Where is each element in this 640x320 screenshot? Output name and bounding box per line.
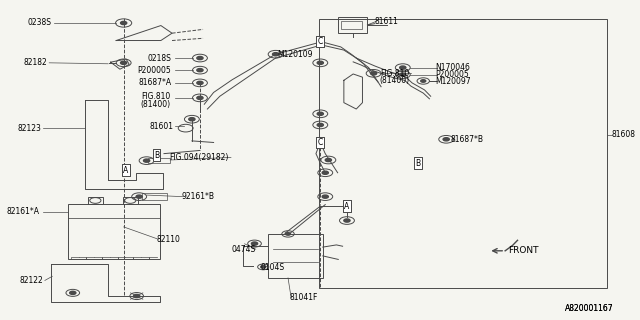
Text: M120097: M120097 (436, 77, 471, 86)
Text: C: C (317, 37, 323, 46)
Text: C: C (317, 37, 323, 46)
Text: 0474S: 0474S (232, 245, 256, 254)
Circle shape (197, 56, 203, 60)
Text: P200005: P200005 (436, 70, 469, 79)
Text: FIG.810: FIG.810 (141, 92, 170, 101)
Text: A: A (344, 202, 349, 211)
Text: 81601: 81601 (149, 122, 173, 131)
Text: 81687*A: 81687*A (138, 78, 172, 87)
Bar (268, 234, 323, 278)
Circle shape (252, 242, 258, 245)
Circle shape (120, 21, 127, 25)
Circle shape (136, 195, 142, 198)
Text: B: B (154, 151, 159, 160)
Text: FIG.094(29182): FIG.094(29182) (170, 153, 229, 162)
Text: B: B (154, 151, 159, 160)
Text: B: B (416, 159, 421, 168)
Circle shape (400, 66, 406, 69)
Text: A: A (123, 166, 128, 175)
Text: (81400): (81400) (140, 100, 170, 109)
Circle shape (260, 266, 266, 268)
Text: A: A (123, 166, 128, 175)
Circle shape (325, 158, 332, 162)
Text: 82110: 82110 (157, 235, 180, 244)
Bar (88, 197, 103, 204)
Circle shape (134, 294, 140, 298)
Text: 81608: 81608 (612, 130, 636, 139)
Text: 81687*B: 81687*B (451, 135, 484, 144)
Text: 82161*A: 82161*A (7, 207, 40, 216)
Text: 82123: 82123 (17, 124, 41, 132)
Text: N170046: N170046 (436, 63, 470, 72)
Circle shape (189, 118, 195, 121)
Circle shape (344, 219, 350, 222)
Bar (68, 204, 159, 260)
Text: A: A (344, 202, 349, 211)
Text: (81400): (81400) (380, 76, 410, 85)
Text: 82182: 82182 (24, 58, 47, 67)
Text: P200005: P200005 (138, 66, 172, 75)
Circle shape (317, 112, 323, 116)
Circle shape (317, 61, 323, 64)
Circle shape (322, 171, 328, 174)
Text: 0238S: 0238S (27, 19, 51, 28)
Circle shape (197, 96, 203, 100)
Circle shape (420, 80, 426, 82)
Text: C: C (317, 138, 323, 147)
Circle shape (120, 61, 127, 64)
Circle shape (273, 52, 279, 56)
Circle shape (143, 159, 150, 162)
Text: 0104S: 0104S (260, 263, 285, 272)
Text: A820001167: A820001167 (565, 304, 614, 313)
Text: M120109: M120109 (277, 50, 312, 59)
Bar (338, 17, 367, 33)
Text: A820001167: A820001167 (565, 304, 614, 313)
Text: 92161*B: 92161*B (181, 192, 214, 201)
Bar (319, 19, 607, 288)
Bar (123, 197, 138, 204)
Bar (148, 158, 170, 163)
Text: FRONT: FRONT (508, 246, 539, 255)
Text: 81611: 81611 (375, 17, 399, 26)
Text: 82122: 82122 (19, 276, 43, 285)
Circle shape (371, 72, 377, 75)
Text: FIG.810: FIG.810 (380, 69, 409, 78)
Circle shape (322, 195, 328, 198)
Text: 81041F: 81041F (289, 293, 317, 302)
Circle shape (197, 81, 203, 84)
Circle shape (400, 73, 406, 76)
Bar (340, 21, 362, 29)
Text: B: B (416, 159, 421, 168)
Text: C: C (317, 138, 323, 147)
Text: 0218S: 0218S (148, 53, 172, 62)
Circle shape (70, 291, 76, 294)
Circle shape (317, 123, 323, 126)
Circle shape (197, 68, 203, 72)
Circle shape (285, 233, 291, 235)
Circle shape (443, 138, 449, 141)
Bar (142, 194, 167, 200)
